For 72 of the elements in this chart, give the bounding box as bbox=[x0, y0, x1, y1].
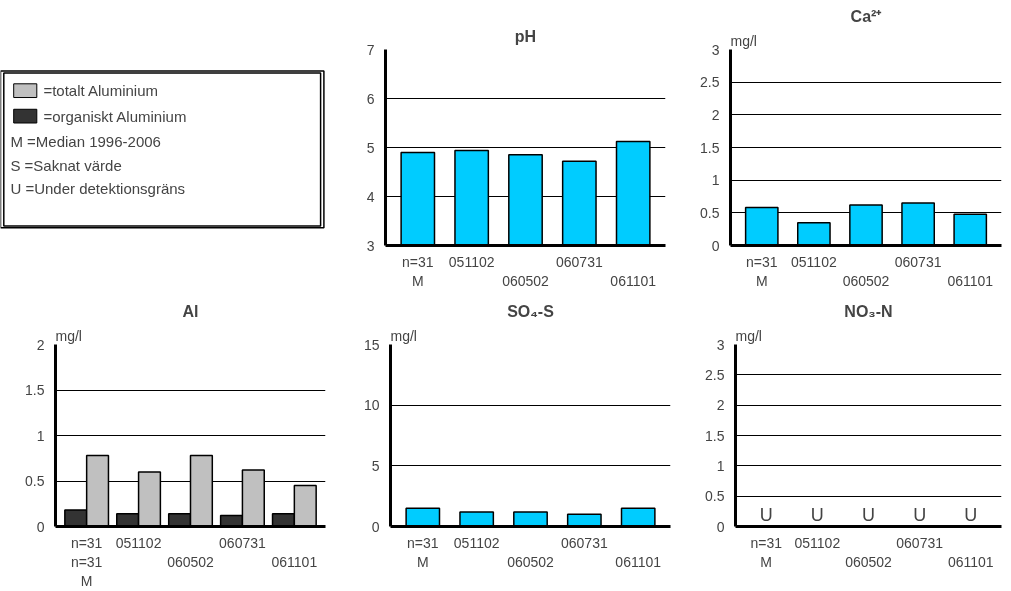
x-tick-label: n=31 M bbox=[746, 253, 778, 289]
chart-title: NO₃-N bbox=[844, 302, 893, 320]
x-tick-label: n=31 M bbox=[402, 253, 434, 289]
text: U bbox=[810, 504, 824, 525]
x-tick-label: 060731 bbox=[219, 534, 266, 551]
y-tick-label: 1.5 bbox=[25, 382, 45, 398]
chart-title: pH bbox=[514, 27, 537, 45]
y-axis-title: mg/l bbox=[55, 327, 82, 344]
x-tick-label: 061101 bbox=[947, 553, 994, 570]
y-tick-label: 5 bbox=[366, 139, 375, 156]
y-tick-label: 4 bbox=[366, 188, 375, 205]
text: U bbox=[862, 504, 875, 525]
x-tick-label: 060731 bbox=[560, 534, 608, 551]
y-tick-label: 2 bbox=[36, 336, 45, 353]
x-tick-label: 061101 bbox=[610, 272, 657, 289]
x-tick-label: 061101 bbox=[947, 272, 994, 289]
y-tick-label: 2 bbox=[711, 106, 720, 123]
text: U bbox=[913, 504, 927, 525]
text: S =Saknat värde bbox=[10, 156, 122, 174]
y-tick-label: 1 bbox=[711, 172, 720, 189]
y-tick-label: 10 bbox=[363, 397, 380, 414]
y-tick-label: 0 bbox=[36, 518, 45, 535]
y-tick-label: 0 bbox=[371, 518, 380, 535]
legend-label: =organiskt Aluminium bbox=[43, 107, 187, 125]
y-tick-label: 0 bbox=[711, 237, 720, 254]
y-tick-label: 5 bbox=[371, 457, 380, 474]
x-tick-label: n=31 n=31 M bbox=[70, 534, 103, 589]
x-tick-label: 060731 bbox=[894, 253, 942, 270]
y-tick-label: 2.5 bbox=[705, 366, 725, 383]
y-tick-label: 0.5 bbox=[25, 473, 45, 489]
legend-label: =totalt Aluminium bbox=[43, 82, 159, 100]
text: M =Median 1996-2006 bbox=[10, 133, 161, 151]
y-tick-label: 15 bbox=[363, 336, 380, 353]
x-tick-label: 060502 bbox=[842, 272, 890, 289]
x-tick-label: 060502 bbox=[845, 553, 893, 570]
text: U bbox=[759, 504, 773, 525]
y-tick-label: 1.5 bbox=[700, 139, 720, 156]
x-tick-label: 061101 bbox=[271, 553, 318, 570]
text: U =Under detektionsgräns bbox=[10, 180, 186, 198]
chart-title: Al bbox=[182, 302, 199, 320]
y-tick-label: 3 bbox=[716, 336, 725, 353]
x-tick-label: 051102 bbox=[115, 534, 162, 551]
chart-title: SO₄-S bbox=[507, 302, 555, 320]
x-tick-label: 060502 bbox=[502, 272, 550, 289]
text: U bbox=[964, 504, 978, 525]
x-tick-label: 060502 bbox=[507, 553, 555, 570]
y-tick-label: 6 bbox=[366, 90, 375, 107]
y-tick-label: 3 bbox=[711, 41, 720, 58]
y-tick-label: 0 bbox=[716, 518, 725, 535]
x-tick-label: 060502 bbox=[167, 553, 215, 570]
y-axis-title: mg/l bbox=[730, 32, 757, 49]
y-tick-label: 2 bbox=[716, 397, 725, 414]
y-axis-title: mg/l bbox=[735, 327, 762, 344]
y-tick-label: 3 bbox=[366, 237, 375, 254]
x-tick-label: 051102 bbox=[794, 534, 841, 551]
x-tick-label: 060731 bbox=[896, 534, 944, 551]
y-tick-label: 0.5 bbox=[705, 488, 725, 505]
y-tick-label: 2.5 bbox=[700, 74, 720, 91]
y-tick-label: 7 bbox=[366, 41, 375, 58]
x-tick-label: n=31 M bbox=[750, 534, 783, 570]
x-tick-label: 061101 bbox=[615, 553, 662, 570]
y-axis-title: mg/l bbox=[390, 327, 417, 344]
y-tick-label: 1 bbox=[716, 457, 725, 474]
x-tick-label: 051102 bbox=[448, 253, 495, 270]
x-tick-label: n=31 M bbox=[407, 534, 439, 570]
y-tick-label: 0.5 bbox=[700, 204, 720, 221]
y-tick-label: 1 bbox=[36, 427, 45, 444]
x-tick-label: 060731 bbox=[555, 253, 603, 270]
chart-title: Ca²⁺ bbox=[850, 7, 883, 25]
x-tick-label: 051102 bbox=[453, 534, 500, 551]
y-tick-label: 1.5 bbox=[705, 427, 725, 444]
x-tick-label: 051102 bbox=[791, 253, 837, 270]
